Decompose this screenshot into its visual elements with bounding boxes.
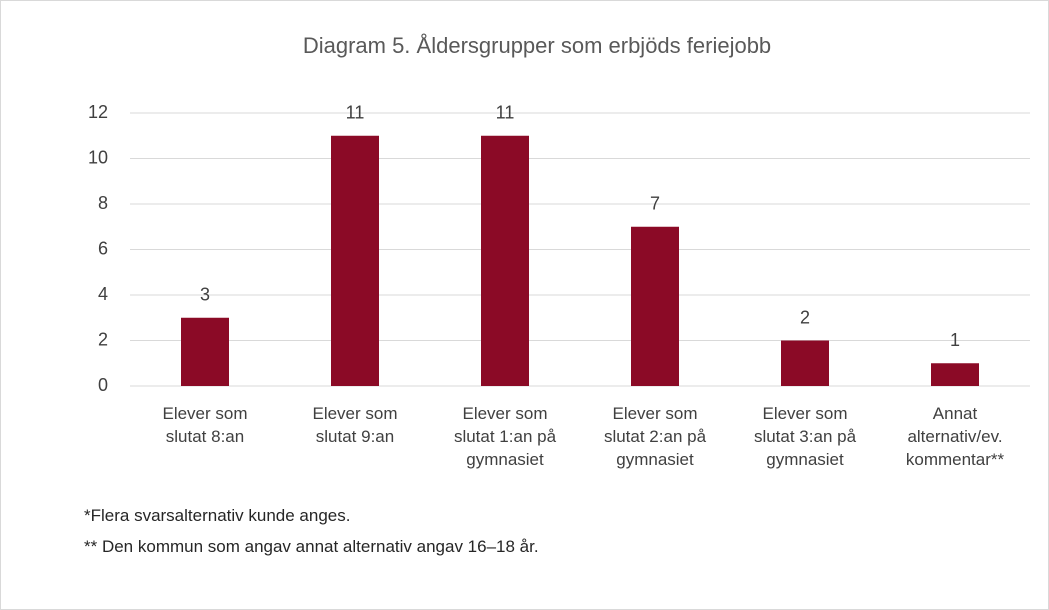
value-label: 1 [950,330,960,350]
x-tick-label: Elever som slutat 3:an på gymnasiet [753,404,857,469]
value-label: 3 [200,285,210,305]
x-tick-label: Elever som slutat 2:an på gymnasiet [603,404,707,469]
y-tick-label: 12 [88,102,108,122]
bar [781,340,829,386]
y-tick-label: 0 [98,375,108,395]
bar [631,226,679,386]
x-tick-label: Annat alternativ/ev. kommentar** [905,404,1005,469]
y-tick-label: 2 [98,329,108,349]
bar [181,317,229,386]
y-tick-label: 6 [98,238,108,258]
x-tick-label: Elever som slutat 9:an [312,404,398,446]
footnote: ** Den kommun som angav annat alternativ… [84,537,539,556]
value-label: 11 [496,103,515,123]
bar [481,135,529,386]
y-tick-label: 8 [98,193,108,213]
x-tick-label: Elever som slutat 8:an [162,404,248,446]
x-tick-label: Elever som slutat 1:an på gymnasiet [453,404,557,469]
value-label: 2 [800,307,810,327]
chart-title: Diagram 5. Åldersgrupper som erbjöds fer… [303,33,771,58]
footnote: *Flera svarsalternativ kunde anges. [84,506,351,525]
bar [931,363,979,386]
value-label: 7 [650,194,660,214]
y-tick-label: 10 [88,147,108,167]
value-label: 11 [346,103,365,123]
bar [331,135,379,386]
y-tick-label: 4 [98,284,108,304]
